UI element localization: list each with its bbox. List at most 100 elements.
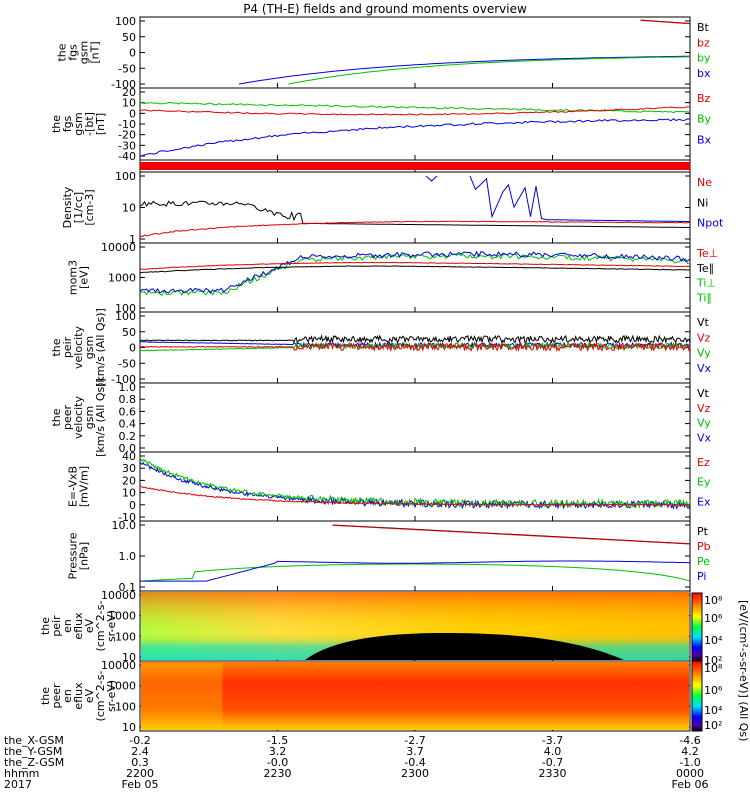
y-tick-label: 50	[122, 326, 136, 339]
y-axis-label: sr-eV)	[105, 610, 118, 642]
chart-title: P4 (TH-E) fields and ground moments over…	[243, 2, 527, 16]
y-tick-label: 1.0	[119, 381, 137, 394]
y-tick-label: 0	[129, 47, 136, 60]
y-tick-label: -20	[118, 129, 136, 142]
y-axis-label: sr-eV)	[105, 680, 118, 712]
y-tick-label: -50	[118, 357, 136, 370]
series-bz	[640, 19, 691, 25]
series-Pb	[332, 524, 691, 545]
y-axis-label: peer	[50, 683, 63, 709]
y-axis-label: [nT]	[94, 113, 107, 135]
colorbar-tick-label: 10⁴	[704, 634, 723, 647]
legend-entry: bx	[697, 67, 711, 80]
series-Tipar	[139, 253, 691, 297]
y-tick-label: 100	[115, 700, 136, 713]
y-tick-label: 100	[115, 15, 136, 28]
x-axis-row-label: hhmm	[4, 767, 39, 780]
legend-entry: bz	[697, 36, 710, 49]
y-tick-label: 10	[122, 487, 136, 500]
y-axis-label: fgs	[61, 115, 74, 132]
x-tick-label: -1.0	[679, 756, 700, 769]
y-tick-label: 30	[122, 462, 136, 475]
y-axis-label: the	[50, 338, 63, 356]
x-tick-label: -0.0	[267, 756, 288, 769]
y-axis-label: peer	[61, 405, 74, 431]
y-tick-label: 0.1	[119, 581, 137, 594]
electron-spectrogram	[141, 662, 689, 730]
x-tick-label: -3.7	[542, 734, 563, 747]
x-tick-label: 2.4	[131, 745, 149, 758]
y-tick-label: 100	[115, 630, 136, 643]
series-Bz	[139, 106, 691, 116]
x-tick-label: -2.7	[404, 734, 425, 747]
colorbar-tick-label: 10⁴	[704, 704, 723, 717]
y-tick-label: 10	[122, 721, 136, 734]
x-tick-label: 0000	[676, 767, 704, 780]
y-axis-label: fgs	[67, 44, 80, 61]
y-tick-label: 10	[122, 97, 136, 110]
y-axis-label: -[bt]	[83, 112, 96, 136]
panel-frame	[139, 382, 691, 453]
y-tick-label: 10.0	[112, 519, 137, 532]
series-Vt	[139, 334, 691, 344]
y-tick-label: 10000	[101, 589, 136, 602]
y-axis-label: velocity	[72, 326, 85, 369]
y-axis-label: E=-VxB	[67, 466, 80, 507]
series-Pe	[139, 563, 691, 582]
x-tick-label: 2200	[126, 767, 154, 780]
y-tick-label: 100	[115, 310, 136, 323]
y-tick-label: 0.2	[119, 430, 137, 443]
x-tick-label: -0.2	[129, 734, 150, 747]
y-axis-label: [1/cc]	[72, 192, 85, 223]
y-tick-label: 1000	[108, 610, 136, 623]
y-axis-label: [km/s (All Qs)]	[94, 308, 107, 387]
series-Tiperp	[139, 250, 691, 295]
series-Vz	[139, 341, 691, 353]
colorbar-tick-label: 10²	[704, 654, 722, 667]
y-axis-label: [nT]	[89, 41, 102, 63]
y-tick-label: -40	[118, 150, 136, 163]
x-axis-row-label: 2017	[4, 778, 32, 791]
y-tick-label: 0	[129, 107, 136, 120]
legend-entry: Vy	[697, 417, 711, 430]
y-axis-label: [eV]	[78, 266, 91, 289]
y-axis-label: eflux	[72, 612, 85, 640]
y-axis-label: en	[61, 619, 74, 633]
y-axis-label: mom3	[67, 260, 80, 295]
legend-entry: By	[697, 113, 712, 126]
panel-frame	[139, 171, 691, 244]
y-axis-label: the	[56, 43, 69, 61]
y-tick-label: -100	[111, 373, 136, 386]
legend-entry: Te⊥	[696, 247, 718, 260]
legend-entry: Ey	[697, 476, 711, 489]
y-tick-label: 10	[122, 202, 136, 215]
y-tick-label: 0.8	[119, 393, 137, 406]
series-Npot	[425, 175, 438, 182]
y-axis-label: eflux	[72, 682, 85, 710]
y-axis-label: the	[50, 408, 63, 426]
electron-spectrogram-band	[141, 663, 223, 729]
legend-entry: Ne	[697, 176, 712, 189]
legend-entry: Te∥	[696, 262, 714, 275]
legend-entry: Ni	[697, 196, 708, 209]
colorbar-tick-label: 10⁸	[704, 594, 723, 607]
series-Pi	[140, 560, 691, 582]
ion-spectrogram-gap	[305, 633, 624, 660]
colorbar-label: [eV/(cm²-s-sr-eV)] (All Qs)	[737, 600, 750, 741]
x-tick-label: -0.7	[542, 756, 563, 769]
legend-entry: Vx	[697, 362, 712, 375]
y-axis-label: [nPa]	[78, 542, 91, 570]
y-tick-label: 50	[122, 31, 136, 44]
y-axis-label: peir	[61, 336, 74, 358]
series-Ez	[139, 485, 691, 506]
x-tick-label: 3.2	[269, 745, 287, 758]
series-By	[139, 101, 691, 114]
legend-entry: Pt	[697, 525, 709, 538]
panel-5: 10000 1000 100 mom3[eV] Te⊥ Te∥ Ti⊥Ti∥	[67, 241, 719, 315]
legend-entry: Pi	[697, 570, 706, 583]
x-tick-label: -0.4	[404, 756, 425, 769]
